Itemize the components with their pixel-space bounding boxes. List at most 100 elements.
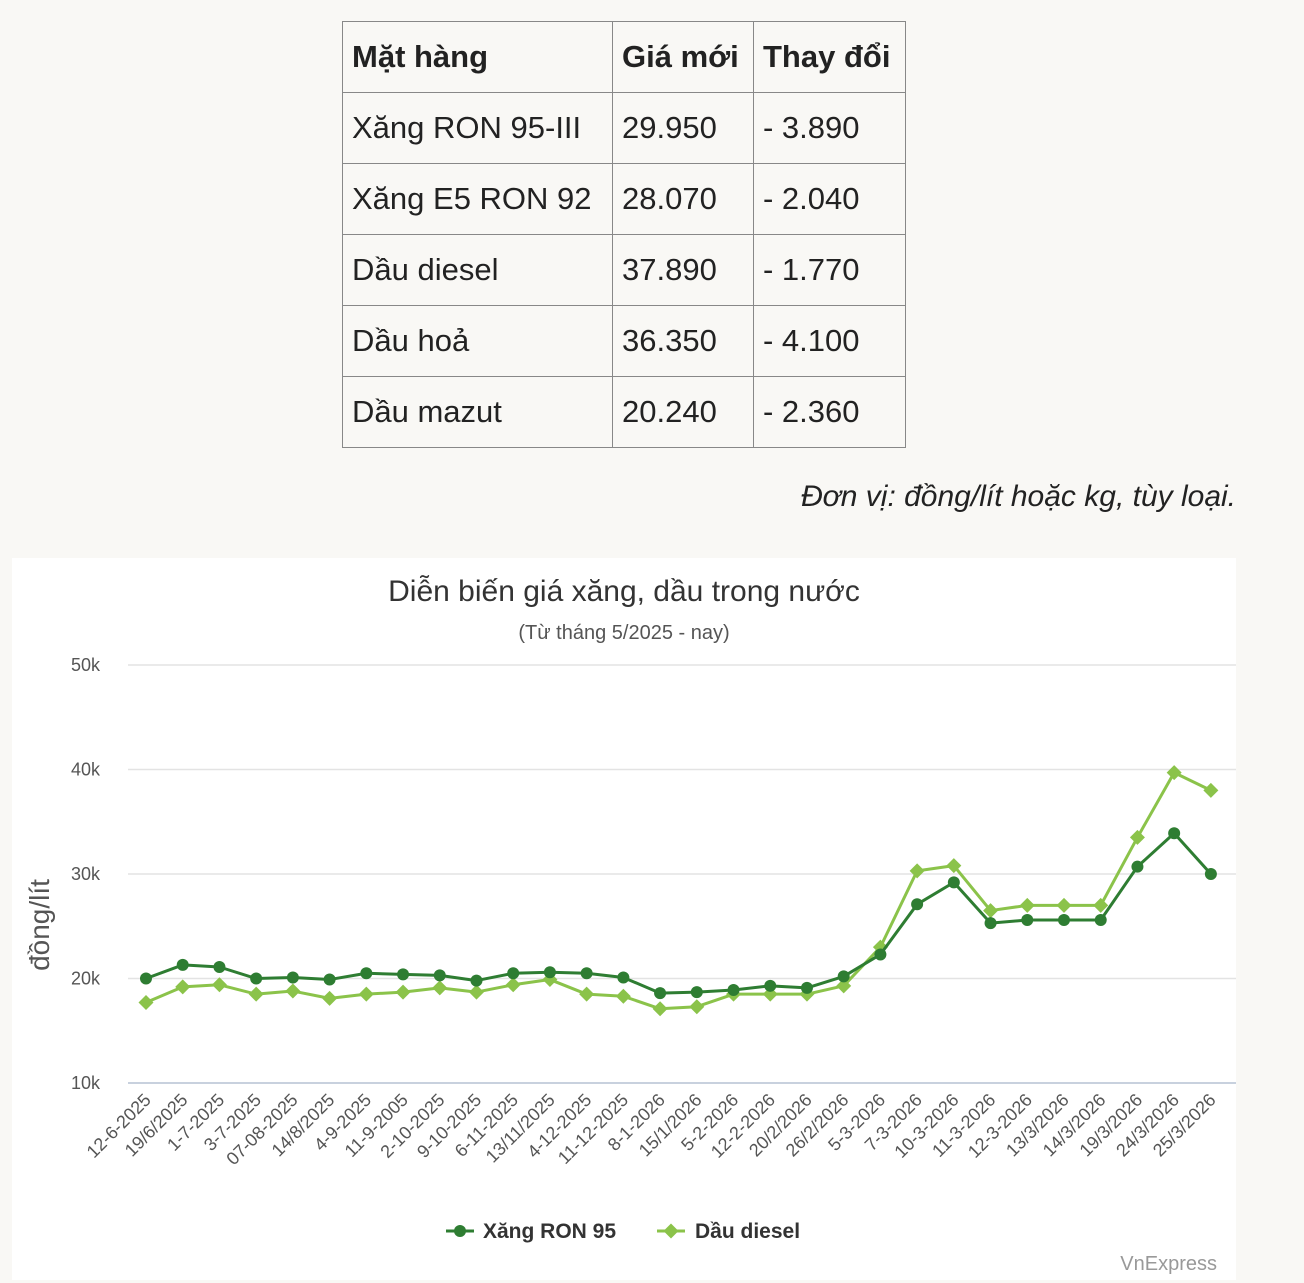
data-point[interactable] xyxy=(286,971,299,984)
legend-label: Dầu diesel xyxy=(695,1220,800,1243)
y-tick-label: 30k xyxy=(71,864,101,884)
data-point[interactable] xyxy=(689,999,705,1015)
data-point[interactable] xyxy=(837,970,850,983)
y-axis-label: đồng/lít xyxy=(24,879,55,971)
cell-change: - 1.770 xyxy=(753,234,906,306)
data-point[interactable] xyxy=(1094,913,1107,926)
data-point[interactable] xyxy=(984,917,997,930)
cell-change: - 3.890 xyxy=(753,92,906,164)
cell-change: - 4.100 xyxy=(753,305,906,377)
data-point[interactable] xyxy=(543,966,556,979)
data-point[interactable] xyxy=(140,972,152,985)
data-point[interactable] xyxy=(1131,860,1144,873)
x-tick-layer: 12-6-202519/6/20251-7-20253-7-202507-08-… xyxy=(83,1090,1220,1169)
data-point[interactable] xyxy=(248,986,264,1002)
cell-item: Dầu diesel xyxy=(342,234,613,306)
data-point[interactable] xyxy=(176,958,189,971)
cell-item: Xăng RON 95-III xyxy=(342,92,613,164)
data-point[interactable] xyxy=(617,971,630,984)
data-point[interactable] xyxy=(1021,913,1034,926)
data-point[interactable] xyxy=(285,983,301,999)
data-point[interactable] xyxy=(211,977,227,993)
data-point[interactable] xyxy=(836,978,852,994)
data-point[interactable] xyxy=(654,987,667,1000)
data-point[interactable] xyxy=(1168,827,1181,840)
credit-text: VnExpress xyxy=(1120,1253,1217,1275)
data-point[interactable] xyxy=(1204,868,1217,880)
data-point[interactable] xyxy=(507,967,520,980)
data-point[interactable] xyxy=(470,974,483,987)
data-point[interactable] xyxy=(360,967,373,980)
data-point[interactable] xyxy=(615,988,631,1004)
data-point[interactable] xyxy=(872,939,888,955)
y-tick-label: 50k xyxy=(71,655,101,675)
data-point[interactable] xyxy=(580,967,593,980)
data-point[interactable] xyxy=(764,979,777,992)
chart-title: Diễn biến giá xăng, dầu trong nước xyxy=(388,575,860,608)
data-point[interactable] xyxy=(175,979,191,995)
legend-item[interactable]: Xăng RON 95 xyxy=(446,1220,616,1243)
data-point[interactable] xyxy=(874,948,887,961)
data-point[interactable] xyxy=(947,876,960,889)
data-point[interactable] xyxy=(454,1225,466,1237)
data-point[interactable] xyxy=(579,986,595,1002)
y-tick-label: 20k xyxy=(71,969,101,989)
data-point[interactable] xyxy=(909,863,925,879)
table-row: Xăng E5 RON 92 28.070 - 2.040 xyxy=(342,163,906,235)
data-point[interactable] xyxy=(1056,897,1072,913)
data-point[interactable] xyxy=(138,995,154,1011)
header-item: Mặt hàng xyxy=(342,21,613,93)
data-point[interactable] xyxy=(358,986,374,1002)
data-point[interactable] xyxy=(727,983,740,996)
price-table: Mặt hàng Giá mới Thay đổi Xăng RON 95-II… xyxy=(342,21,906,448)
legend-label: Xăng RON 95 xyxy=(483,1220,616,1243)
data-point[interactable] xyxy=(433,969,446,982)
data-point[interactable] xyxy=(213,961,226,974)
data-point[interactable] xyxy=(983,903,999,919)
data-point[interactable] xyxy=(505,977,521,993)
cell-price: 28.070 xyxy=(612,163,754,235)
table-header-row: Mặt hàng Giá mới Thay đổi xyxy=(342,21,906,93)
series-layer xyxy=(138,765,1219,1017)
data-point[interactable] xyxy=(1093,897,1109,913)
data-point[interactable] xyxy=(1166,765,1182,781)
table-row: Dầu mazut 20.240 - 2.360 xyxy=(342,376,906,448)
table-row: Xăng RON 95-III 29.950 - 3.890 xyxy=(342,92,906,164)
y-tick-label: 10k xyxy=(71,1073,101,1093)
data-point[interactable] xyxy=(468,984,484,1000)
header-price: Giá mới xyxy=(612,21,754,93)
data-point[interactable] xyxy=(322,990,338,1006)
table-row: Dầu diesel 37.890 - 1.770 xyxy=(342,234,906,306)
series-diesel xyxy=(138,765,1219,1017)
data-point[interactable] xyxy=(946,858,962,874)
data-point[interactable] xyxy=(250,972,263,985)
chart-subtitle: (Từ tháng 5/2025 - nay) xyxy=(518,622,729,644)
legend[interactable]: Xăng RON 95 Dầu diesel xyxy=(446,1220,800,1243)
data-point[interactable] xyxy=(323,973,336,986)
data-point[interactable] xyxy=(395,984,411,1000)
cell-item: Dầu mazut xyxy=(342,376,613,448)
series-ron95 xyxy=(140,827,1217,1000)
data-point[interactable] xyxy=(652,1001,668,1017)
data-point[interactable] xyxy=(1203,782,1219,798)
data-point[interactable] xyxy=(397,968,410,981)
series-line xyxy=(145,831,1212,995)
data-point[interactable] xyxy=(800,981,813,994)
table-row: Dầu hoả 36.350 - 4.100 xyxy=(342,305,906,377)
data-point[interactable] xyxy=(432,980,448,996)
data-point[interactable] xyxy=(1019,897,1035,913)
cell-price: 36.350 xyxy=(612,305,754,377)
unit-note: Đơn vị: đồng/lít hoặc kg, tùy loại. xyxy=(800,480,1236,513)
grid-layer: 10k 20k 30k 40k 50k xyxy=(71,655,1236,1093)
data-point[interactable] xyxy=(663,1223,679,1239)
y-tick-label: 40k xyxy=(71,760,101,780)
data-point[interactable] xyxy=(690,986,703,999)
data-point[interactable] xyxy=(911,898,924,911)
cell-price: 37.890 xyxy=(612,234,754,306)
data-point[interactable] xyxy=(1058,913,1070,926)
data-point[interactable] xyxy=(1129,829,1145,845)
cell-item: Dầu hoả xyxy=(342,305,613,377)
legend-item[interactable]: Dầu diesel xyxy=(657,1220,800,1243)
cell-item: Xăng E5 RON 92 xyxy=(342,163,613,235)
chart-svg: Diễn biến giá xăng, dầu trong nước (Từ t… xyxy=(24,575,1236,1275)
